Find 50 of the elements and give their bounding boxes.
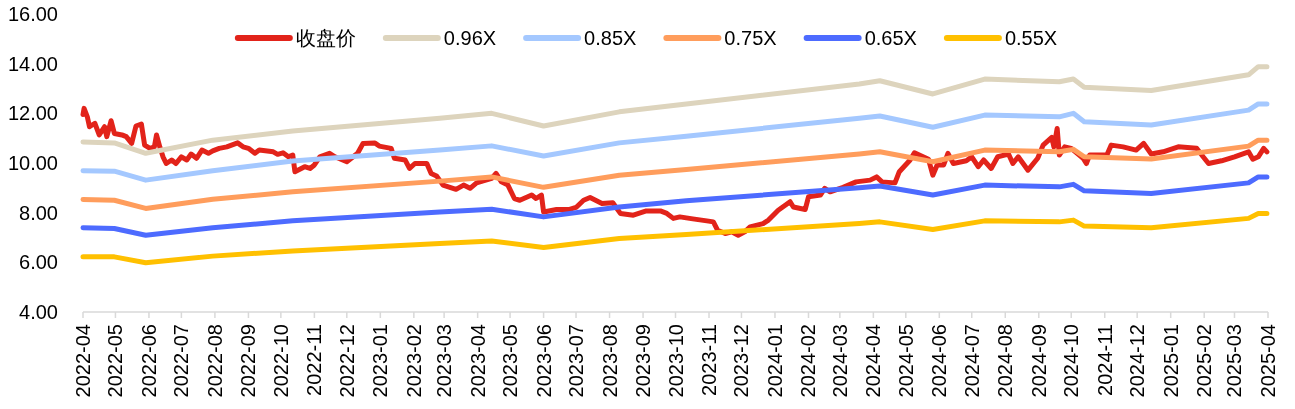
x-tick-label: 2025-02 xyxy=(1193,324,1216,398)
x-tick-label: 2023-01 xyxy=(369,324,392,398)
x-tick-label: 2023-09 xyxy=(632,324,655,398)
y-tick-label: 6.00 xyxy=(19,251,58,274)
x-tick-label: 2022-08 xyxy=(203,324,226,398)
x-tick-label: 2022-10 xyxy=(269,324,292,398)
legend-label: 0.75X xyxy=(724,27,777,49)
legend-label: 0.96X xyxy=(443,27,497,49)
x-tick-label: 2024-05 xyxy=(894,324,917,398)
x-tick-label: 2023-03 xyxy=(433,324,456,398)
x-tick-label: 2024-08 xyxy=(994,324,1017,398)
x-tick-label: 2024-02 xyxy=(797,324,820,398)
x-tick-label: 2022-06 xyxy=(137,324,160,398)
x-tick-label: 2023-08 xyxy=(598,324,621,398)
x-tick-label: 2025-04 xyxy=(1257,324,1279,398)
y-tick-label: 8.00 xyxy=(19,201,58,224)
x-tick-label: 2023-04 xyxy=(466,324,489,398)
y-tick-label: 4.00 xyxy=(19,301,58,323)
x-tick-label: 2024-12 xyxy=(1126,324,1149,398)
legend-label: 0.65X xyxy=(864,27,917,49)
x-tick-label: 2024-11 xyxy=(1093,324,1116,396)
x-tick-label: 2024-07 xyxy=(960,324,983,398)
x-tick-label: 2023-05 xyxy=(499,324,522,398)
legend-label: 0.85X xyxy=(584,27,637,49)
x-tick-label: 2024-09 xyxy=(1027,324,1050,398)
x-tick-label: 2025-01 xyxy=(1159,324,1182,398)
x-tick-label: 2024-04 xyxy=(862,324,885,398)
x-tick-label: 2023-02 xyxy=(402,324,425,398)
x-tick-label: 2022-05 xyxy=(104,324,127,398)
x-tick-label: 2023-12 xyxy=(730,324,753,398)
x-tick-label: 2023-06 xyxy=(532,324,555,398)
x-tick-label: 2022-12 xyxy=(335,324,358,398)
x-tick-label: 2024-10 xyxy=(1060,324,1083,398)
x-tick-label: 2022-09 xyxy=(237,324,260,398)
x-tick-label: 2023-10 xyxy=(664,324,687,398)
x-tick-label: 2022-04 xyxy=(72,324,94,398)
y-tick-label: 10.00 xyxy=(7,152,58,174)
x-tick-label: 2022-07 xyxy=(170,324,193,398)
x-tick-label: 2023-11 xyxy=(698,324,721,396)
y-tick-label: 12.00 xyxy=(7,102,58,125)
x-tick-label: 2024-01 xyxy=(763,324,786,398)
x-tick-label: 2022-11 xyxy=(303,324,326,396)
x-tick-label: 2025-03 xyxy=(1223,324,1246,398)
legend-label: 收盘价 xyxy=(295,27,356,49)
x-tick-label: 2024-03 xyxy=(828,324,851,398)
y-tick-label: 14.00 xyxy=(7,52,58,75)
legend-label: 0.55X xyxy=(1004,27,1058,49)
y-tick-label: 16.00 xyxy=(7,3,58,25)
x-tick-label: 2023-07 xyxy=(565,324,588,398)
x-tick-label: 2024-06 xyxy=(928,324,951,398)
